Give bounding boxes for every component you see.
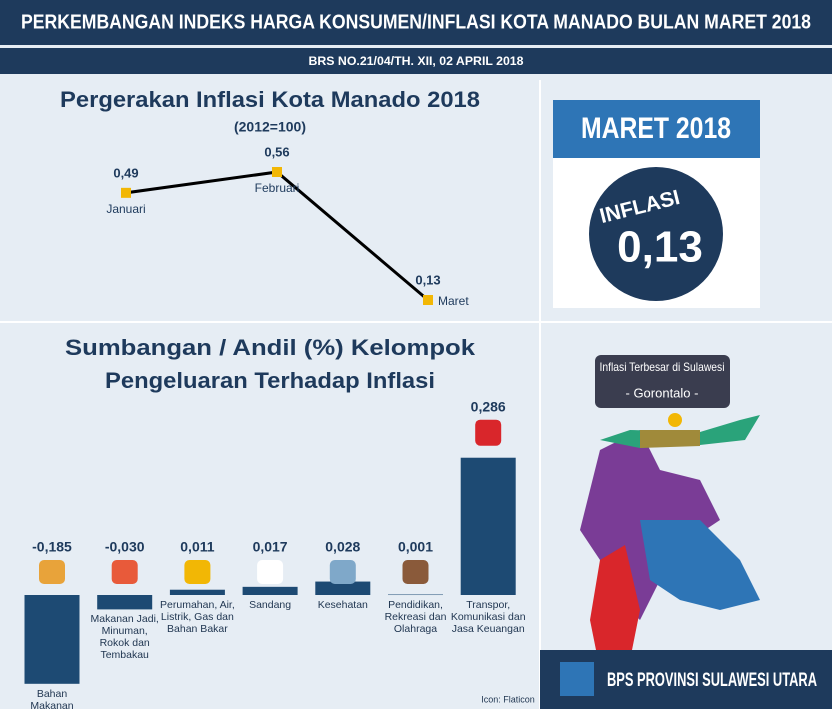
value-label: 0,017 bbox=[253, 539, 288, 555]
bar-title: Sumbangan / Andil (%) Kelompok bbox=[65, 335, 476, 360]
icon bbox=[184, 560, 211, 584]
value-label: -0,030 bbox=[105, 539, 145, 555]
value-label: 0,49 bbox=[113, 165, 138, 180]
bar bbox=[169, 589, 225, 595]
map-region bbox=[640, 430, 700, 448]
icon bbox=[39, 560, 65, 584]
category-label: Januari bbox=[106, 202, 145, 216]
category-label: Bahan Makanan bbox=[30, 687, 74, 709]
map-title: Inflasi Terbesar di Sulawesi bbox=[600, 360, 725, 374]
credit: Icon: Flaticon bbox=[481, 694, 535, 704]
icon bbox=[329, 560, 356, 584]
category-label: Februari bbox=[255, 181, 300, 195]
bar bbox=[242, 586, 298, 595]
value-label: -0,185 bbox=[32, 539, 72, 555]
icon bbox=[475, 419, 502, 446]
value-label: 0,13 bbox=[415, 272, 440, 287]
highlight-value: 0,13 bbox=[617, 223, 703, 272]
marker bbox=[121, 187, 131, 198]
map-region-label: - Gorontalo - bbox=[626, 385, 699, 400]
category-label: Pendidikan, Rekreasi dan Olahraga bbox=[384, 599, 447, 635]
line-title: Pergerakan Inflasi Kota Manado 2018 bbox=[60, 87, 480, 112]
footer-org: BPS PROVINSI SULAWESI UTARA bbox=[607, 670, 817, 691]
header-band bbox=[0, 0, 832, 45]
bar bbox=[97, 595, 153, 610]
category-label: Sandang bbox=[249, 599, 292, 611]
bar-title: Pengeluaran Terhadap Inflasi bbox=[105, 368, 435, 393]
period-banner bbox=[553, 100, 760, 158]
value-label: 0,286 bbox=[471, 398, 506, 414]
category-label: Makanan Jadi, Minuman, Rokok dan Tembaka… bbox=[90, 613, 159, 662]
icon bbox=[257, 560, 284, 584]
value-label: 0,028 bbox=[325, 539, 360, 555]
bar bbox=[388, 594, 443, 596]
logo bbox=[560, 662, 594, 696]
header-title: PERKEMBANGAN INDEKS HARGA KONSUMEN/INFLA… bbox=[21, 11, 811, 33]
category-label: Perumahan, Air, Listrik, Gas dan Bahan B… bbox=[160, 599, 235, 635]
marker bbox=[423, 295, 433, 305]
marker bbox=[272, 167, 282, 177]
category-label: Kesehatan bbox=[317, 599, 368, 611]
line-subtitle: (2012=100) bbox=[234, 119, 306, 135]
header-subtitle: BRS NO.21/04/TH. XII, 02 APRIL 2018 bbox=[309, 54, 524, 68]
bar bbox=[24, 595, 80, 684]
highlight-circle bbox=[589, 167, 723, 301]
map-region bbox=[590, 545, 640, 670]
map-label-box bbox=[595, 355, 730, 408]
map-region bbox=[640, 520, 760, 610]
value-label: 0,001 bbox=[398, 539, 433, 555]
value-label: 0,011 bbox=[180, 539, 214, 555]
bar bbox=[460, 457, 516, 595]
bar bbox=[315, 581, 371, 595]
category-label: Transpor, Komunikasi dan Jasa Keuangan bbox=[450, 599, 526, 635]
icon bbox=[402, 560, 429, 584]
value-label: 0,56 bbox=[264, 144, 289, 159]
period: MARET 2018 bbox=[581, 112, 731, 145]
icon bbox=[111, 560, 138, 584]
category-label: Maret bbox=[438, 294, 469, 308]
map-pin bbox=[668, 413, 682, 427]
subtitle-band bbox=[0, 48, 832, 74]
